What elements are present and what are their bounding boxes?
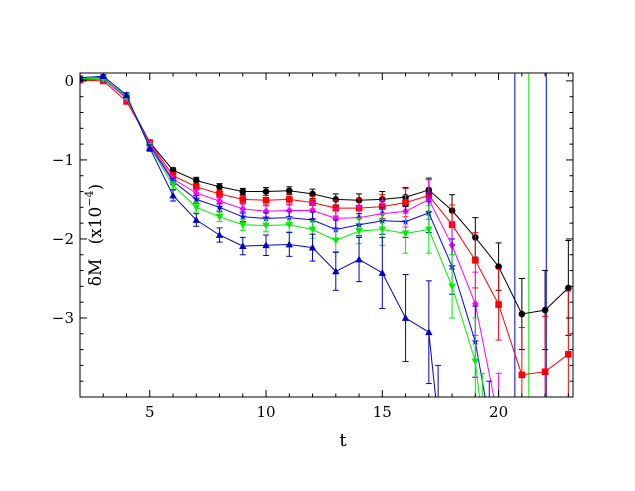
data-point	[215, 203, 224, 211]
data-point	[471, 358, 480, 366]
data-point	[332, 204, 340, 212]
data-point	[355, 255, 363, 263]
svg-text:δM(x10−4): δM (x10−4)	[83, 184, 106, 286]
data-point	[239, 221, 247, 229]
y-tick-label: −2	[52, 230, 74, 248]
data-point	[309, 190, 316, 198]
data-point	[285, 187, 293, 195]
plot-frame	[79, 72, 574, 398]
data-point	[192, 216, 200, 223]
data-point	[378, 269, 387, 276]
data-point	[355, 228, 363, 235]
data-point	[472, 256, 479, 264]
data-point	[169, 166, 177, 174]
x-axis-label: t	[339, 430, 347, 451]
data-point	[425, 328, 433, 336]
data-point	[192, 195, 201, 203]
data-point	[285, 206, 293, 215]
data-point	[169, 191, 177, 199]
data-point	[262, 214, 270, 222]
data-point	[192, 183, 200, 191]
data-point	[80, 73, 84, 81]
data-point	[192, 204, 200, 212]
data-point	[238, 212, 247, 221]
y-tick-label: 0	[64, 72, 74, 90]
data-point	[378, 226, 387, 234]
data-point	[495, 263, 502, 270]
y-axis-label: δM (x10−4)	[83, 184, 106, 286]
data-point	[332, 267, 340, 275]
series-line-0	[80, 77, 569, 315]
data-point	[425, 226, 433, 234]
data-point	[122, 91, 131, 99]
y-tick-label: −1	[52, 151, 74, 169]
data-point	[216, 190, 223, 198]
data-point	[308, 243, 317, 251]
data-point	[285, 240, 293, 248]
data-point	[239, 196, 247, 203]
data-point	[285, 221, 293, 229]
data-point	[169, 182, 177, 190]
data-point	[216, 197, 223, 205]
data-point	[541, 368, 549, 376]
y-axis-label-close: )	[86, 184, 106, 191]
data-point	[216, 183, 223, 191]
data-point	[401, 314, 410, 321]
data-point	[239, 205, 247, 213]
x-tick-label: 20	[489, 403, 508, 421]
series-line-5	[80, 75, 437, 397]
x-tick-label: 5	[145, 403, 155, 421]
data-point	[308, 226, 317, 234]
data-point	[495, 301, 502, 308]
data-point	[215, 213, 224, 221]
data-point	[479, 418, 486, 425]
data-point	[262, 222, 270, 230]
data-point	[146, 144, 154, 151]
data-point	[518, 371, 526, 379]
y-axis-label-unit: (x10	[86, 207, 106, 245]
data-point	[262, 188, 270, 195]
series-layer	[80, 73, 572, 425]
data-point	[448, 283, 456, 291]
data-point	[565, 284, 572, 292]
data-point	[308, 215, 317, 224]
data-point	[518, 310, 526, 318]
data-point	[192, 177, 200, 184]
data-point	[541, 306, 549, 314]
y-axis-label-exponent: −4	[83, 190, 96, 206]
data-point	[285, 196, 293, 203]
data-point	[262, 196, 270, 204]
data-point	[262, 207, 270, 216]
series-line-1	[80, 79, 569, 376]
y-axis-label-symbol: δM	[86, 259, 106, 287]
data-point	[239, 242, 247, 249]
data-point	[215, 231, 224, 238]
data-point	[262, 241, 270, 249]
data-point	[434, 417, 441, 424]
data-point	[401, 230, 410, 238]
series-line-4	[80, 78, 481, 397]
x-tick-label: 15	[373, 403, 392, 421]
x-tick-label: 10	[256, 403, 275, 421]
y-tick-label: −3	[52, 309, 74, 327]
data-point	[239, 188, 247, 195]
data-point	[565, 351, 572, 358]
axis-ticks: 5 10 15 20 0 −1 −2 −3	[52, 72, 573, 421]
data-point	[332, 237, 340, 245]
data-point	[332, 196, 340, 203]
